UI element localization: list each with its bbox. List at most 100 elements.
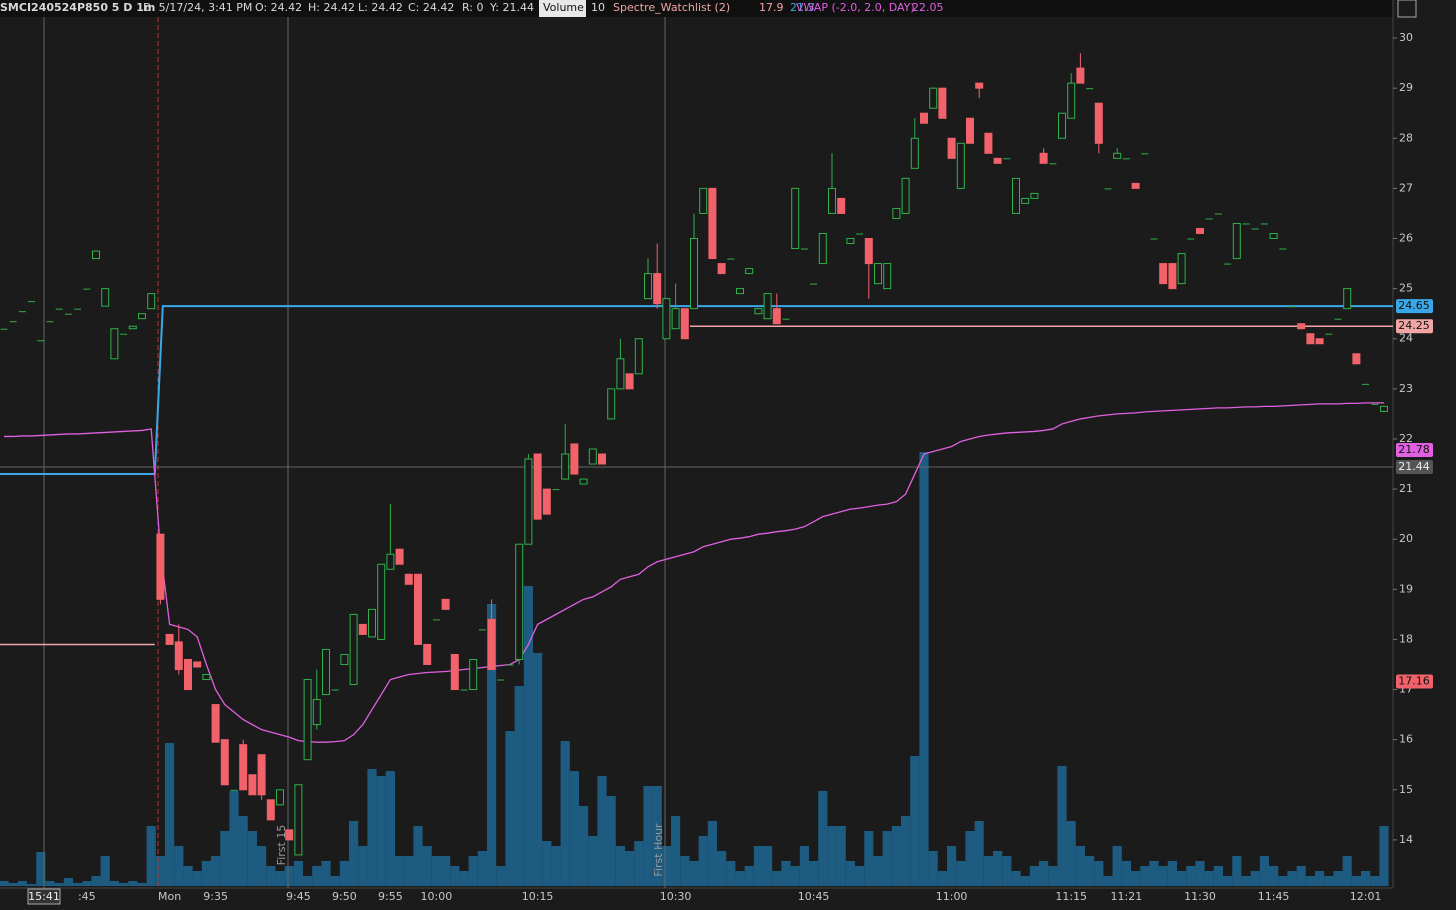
candle-body (276, 789, 284, 806)
volume-bar (146, 826, 156, 886)
x-tick-label: 10:00 (421, 890, 453, 903)
candle-body (874, 263, 882, 285)
vwap-line (4, 402, 1384, 743)
candle-body (156, 533, 165, 600)
candle-body (1058, 112, 1066, 139)
candle-body (745, 268, 754, 275)
candle-body (828, 187, 836, 214)
volume-bar (155, 856, 165, 886)
candle-body (515, 543, 524, 660)
candle-body (533, 453, 542, 520)
icon[interactable] (1397, 0, 1417, 18)
volume-bar (0, 881, 9, 886)
candle-body (892, 207, 901, 219)
volume-bar (321, 861, 331, 886)
volume-bar (404, 856, 414, 886)
x-tick-label: 9:50 (332, 890, 357, 903)
volume-bar (1287, 871, 1297, 886)
candle-body (1343, 288, 1352, 310)
y-tick-label: 24 (1399, 332, 1413, 345)
candle-body (165, 633, 174, 645)
candle-body (782, 318, 790, 320)
candle-body (690, 238, 698, 310)
volume-bar (597, 776, 607, 886)
volume-bar (1029, 866, 1039, 886)
volume-bar (367, 769, 377, 886)
candle-body (9, 321, 17, 323)
candle-body (184, 658, 192, 691)
volume-bar (1075, 846, 1085, 886)
x-tick-label: 11:21 (1111, 890, 1143, 903)
candle-body (174, 641, 183, 670)
candle-body (1094, 102, 1103, 144)
volume-value: 10 (591, 1, 605, 14)
candle-body (1131, 182, 1140, 189)
candle-body (331, 689, 339, 691)
candle-body (552, 489, 560, 491)
volume-bar (974, 821, 984, 886)
y-value: Y: 21.44 (489, 1, 534, 14)
x-tick-label: 9:55 (378, 890, 403, 903)
volume-bar (781, 861, 791, 886)
candle-body (1205, 218, 1213, 220)
candle-body (1039, 152, 1048, 164)
candle-body (727, 258, 735, 260)
volume-box (539, 0, 586, 17)
volume-bar (174, 846, 184, 886)
candle-body (220, 739, 229, 786)
volume-bar (1379, 826, 1389, 886)
y-tick-label: 16 (1399, 733, 1413, 746)
volume-bar (1361, 871, 1371, 886)
volume-bar (247, 831, 257, 886)
volume-bar (1094, 861, 1104, 886)
candle-body (257, 754, 266, 796)
candle-body (368, 608, 376, 638)
study-upper: 21.3 (790, 1, 815, 14)
volume-bar (8, 883, 18, 886)
vwap-label: VWAP (-2.0, 2.0, DAY) (796, 1, 915, 14)
x-tick-label: 11:00 (936, 890, 968, 903)
volume-bar (533, 653, 543, 886)
candle-body (1049, 163, 1057, 165)
candle-body (1141, 153, 1149, 155)
volume-bar (1305, 876, 1315, 886)
volume-bar (947, 846, 957, 886)
candle-body (579, 478, 588, 485)
candle-body (938, 87, 947, 119)
volume-bar (1048, 866, 1058, 886)
header-bar (0, 0, 1393, 17)
candle-body (1334, 318, 1342, 320)
candle-body (128, 325, 137, 330)
volume-bar (717, 851, 727, 886)
candle-body (625, 373, 634, 390)
volume-bar (275, 871, 285, 886)
candle-body (846, 238, 855, 245)
x-tick-label: 10:30 (660, 890, 692, 903)
y-tick-label: 15 (1399, 783, 1413, 796)
volume-bar (1342, 856, 1352, 886)
volume-bar (901, 816, 911, 886)
vwap-value: 22.05 (912, 1, 944, 14)
candle-body (497, 679, 505, 681)
candle-body (975, 82, 984, 89)
candle-body (101, 288, 110, 307)
candle-body (55, 308, 63, 310)
volume-bar (671, 816, 681, 886)
volume-bar (772, 871, 782, 886)
volume-bar (27, 884, 37, 886)
candle-body (864, 238, 873, 265)
volume-bar (1149, 861, 1159, 886)
candle-body (984, 132, 993, 154)
volume-bar (1158, 866, 1168, 886)
candle-body (810, 283, 818, 285)
volume-bar (1103, 876, 1113, 886)
open: O: 24.42 (255, 1, 302, 14)
candle-body (791, 187, 800, 250)
candle-body (947, 137, 956, 159)
volume-bar (1315, 871, 1325, 886)
candle-body (588, 448, 597, 465)
volume-bar (45, 881, 55, 886)
candle-body (83, 288, 91, 290)
volume-bar (560, 741, 570, 886)
candle-body (570, 443, 579, 475)
